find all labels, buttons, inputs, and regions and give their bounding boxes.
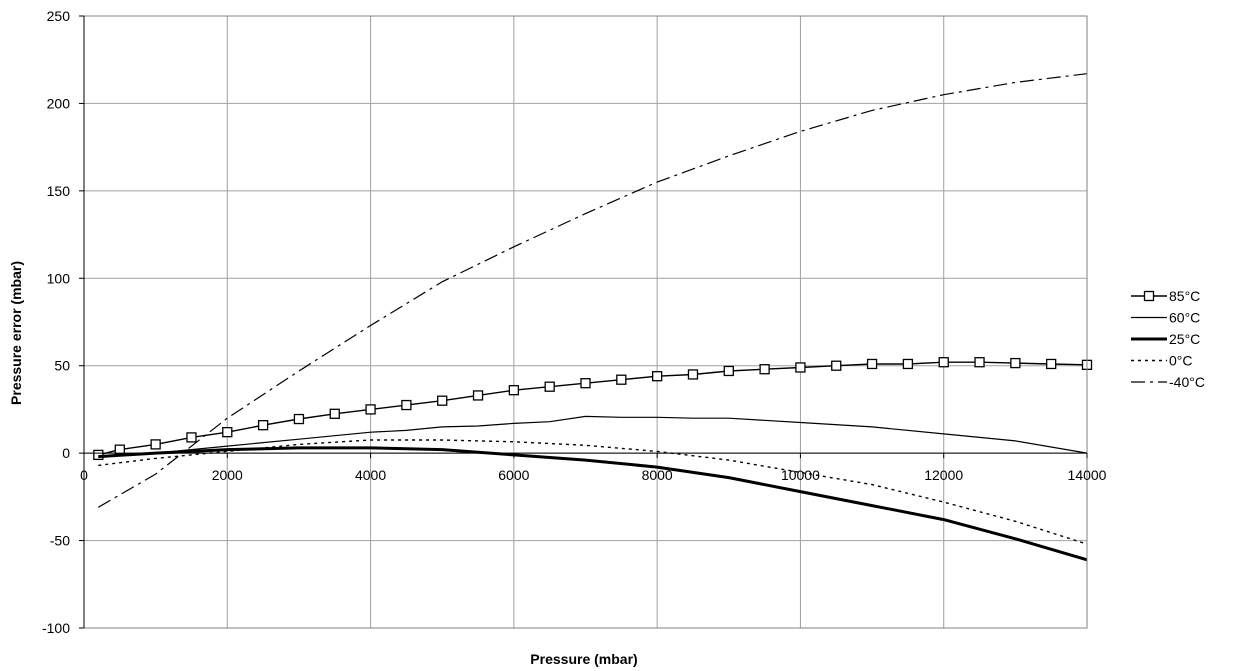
series-layer [93, 73, 1093, 562]
series-line-0 [98, 361, 1088, 456]
x-tick-label: 2000 [212, 467, 243, 483]
x-axis-title: Pressure (mbar) [530, 651, 637, 667]
legend-label-3: 0°C [1169, 353, 1193, 369]
legend-marker [1143, 290, 1155, 302]
y-tick-label: 100 [47, 270, 71, 286]
series-point [186, 432, 197, 443]
series-point [974, 357, 985, 368]
series-point [687, 369, 699, 380]
y-tick-label: -50 [50, 533, 70, 549]
series-point [759, 364, 770, 375]
x-tick-label: 0 [80, 467, 88, 483]
series-point [401, 399, 412, 411]
series-point [472, 390, 484, 401]
legend-label-2: 25°C [1169, 331, 1200, 347]
series-point [329, 408, 340, 419]
series-point [1046, 358, 1057, 370]
series-line-1 [98, 415, 1088, 458]
series-point [795, 362, 806, 373]
series-point [508, 385, 520, 396]
x-tick-label: 8000 [642, 467, 673, 483]
series-line-4 [97, 73, 1088, 508]
series-point [257, 420, 269, 431]
series-point [831, 360, 842, 371]
grid-layer [84, 16, 1087, 628]
series-point [938, 357, 949, 368]
legend-label-0: 85°C [1169, 288, 1200, 304]
y-tick-label: 0 [62, 445, 70, 461]
axis-layer: -100 -50 0 50 100 150 200 250 0 2000 4000 6000 8000 1… [42, 8, 1107, 636]
series-point [1010, 357, 1021, 369]
y-tick-label: 150 [47, 183, 71, 199]
series-point [293, 413, 305, 425]
series-point [616, 374, 627, 385]
x-tick-label: 4000 [355, 467, 386, 483]
series-point [723, 365, 734, 377]
series-point [365, 404, 376, 415]
series-point [580, 378, 591, 389]
series-point [866, 358, 878, 370]
x-tick-label: 10000 [781, 467, 820, 483]
x-tick-label: 6000 [498, 467, 529, 483]
series-point [902, 358, 914, 370]
x-tick-label: 12000 [924, 467, 963, 483]
y-tick-label: 200 [47, 95, 71, 111]
series-point [544, 381, 555, 392]
y-tick-label: -100 [42, 620, 70, 636]
series-line-2 [98, 446, 1088, 562]
y-tick-label: 250 [47, 8, 71, 24]
y-tick-label: 50 [54, 358, 70, 374]
series-line-3 [98, 439, 1088, 545]
legend-label-1: 60°C [1169, 310, 1200, 326]
x-tick-label: 14000 [1068, 467, 1107, 483]
y-axis-title: Pressure error (mbar) [8, 261, 24, 405]
series-point [150, 439, 161, 450]
legend-label-4: -40°C [1169, 374, 1205, 390]
series-point [222, 427, 233, 438]
series-point [437, 395, 448, 406]
plot-frame [83, 15, 1088, 629]
series-point [93, 449, 104, 461]
series-point [651, 371, 663, 382]
legend: 85°C 60°C 25°C 0°C -40°C [1131, 288, 1205, 390]
